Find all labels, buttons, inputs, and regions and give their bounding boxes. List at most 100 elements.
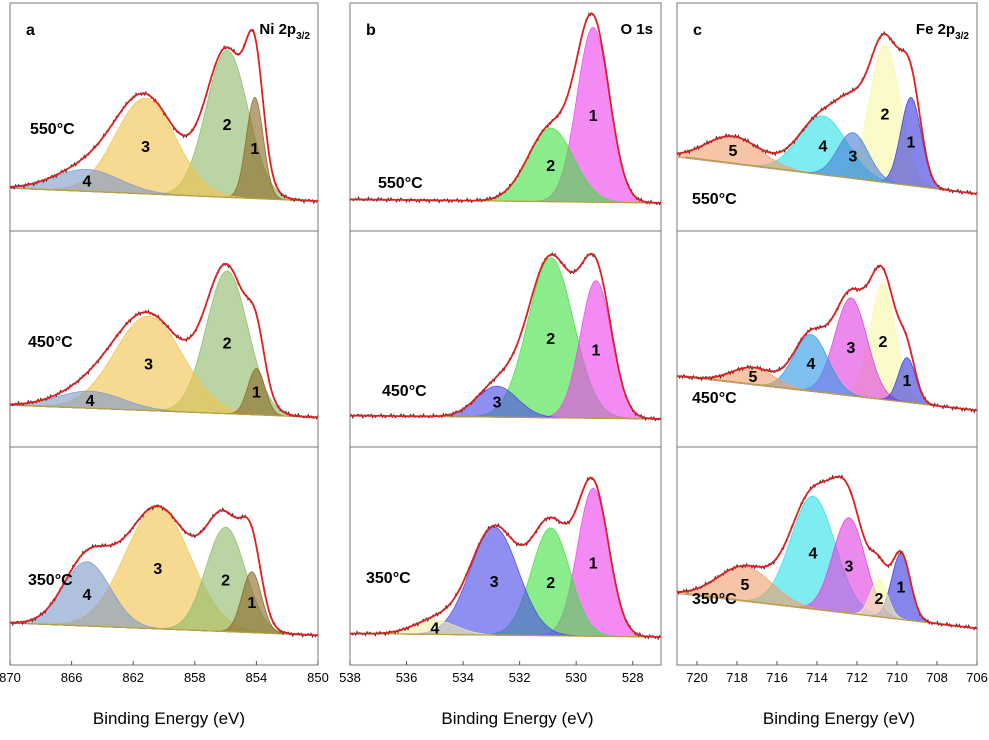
peak-label-4: 4 — [83, 173, 92, 190]
peak-label-5: 5 — [741, 577, 750, 594]
fit-envelope — [350, 252, 662, 420]
fit-envelope — [676, 475, 978, 630]
x-tick-label: 854 — [246, 670, 268, 685]
fit-envelope — [350, 12, 662, 204]
element-label: Ni 2p3/2 — [259, 21, 310, 42]
background-line — [357, 632, 660, 638]
x-tick-label: 528 — [622, 670, 644, 685]
peak-label-3: 3 — [845, 559, 854, 576]
x-tick-label: 718 — [726, 670, 748, 685]
x-tick-label: 720 — [686, 670, 708, 685]
background-line — [17, 404, 317, 418]
panel-letter: c — [693, 22, 702, 39]
axes-frame — [676, 446, 978, 666]
peak-label-1: 1 — [589, 108, 598, 125]
temperature-label: 550°C — [692, 191, 737, 208]
peak-label-2: 2 — [223, 335, 232, 352]
panel-letter: b — [366, 22, 376, 39]
x-tick-label: 536 — [396, 670, 418, 685]
x-tick-label: 710 — [886, 670, 908, 685]
peak-label-1: 1 — [589, 555, 598, 572]
peak-label-5: 5 — [749, 369, 758, 386]
x-tick-label: 532 — [509, 670, 531, 685]
peak-label-1: 1 — [592, 342, 601, 359]
subplot-a-3: 12 3 4 350°C — [9, 446, 319, 666]
peak-label-4: 4 — [430, 621, 439, 638]
peak-label-2: 2 — [546, 575, 555, 592]
x-tick-label: 850 — [307, 670, 329, 685]
peak-label-4: 4 — [83, 587, 92, 604]
element-subscript: 3/2 — [955, 31, 969, 42]
x-tick-label: 534 — [452, 670, 474, 685]
temperature-label: 350°C — [366, 570, 411, 587]
x-axis-title: Binding Energy (eV) — [93, 709, 245, 728]
peak-label-2: 2 — [223, 117, 232, 134]
fit-envelope — [10, 505, 319, 637]
fit-envelope — [9, 29, 318, 202]
panel-letter: a — [26, 22, 35, 39]
peak-label-2: 2 — [881, 107, 890, 124]
temperature-label: 550°C — [30, 121, 75, 138]
peak-label-2: 2 — [879, 334, 888, 351]
temperature-label: 450°C — [382, 383, 427, 400]
element-label: Fe 2p3/2 — [916, 21, 970, 42]
panel-b: 1 2 550°C b O 1s 1 2 3 450°C 1 2 3 4 350°C 538 536 534 53… — [339, 2, 662, 728]
subplot-b-1: 1 2 550°C b O 1s — [349, 2, 662, 232]
peak-label-3: 3 — [847, 340, 856, 357]
peak-label-3: 3 — [490, 574, 499, 591]
element-subscript: 3/2 — [296, 31, 310, 42]
peak-label-1: 1 — [247, 595, 256, 612]
peak-label-3: 3 — [144, 356, 153, 373]
temperature-label: 450°C — [28, 334, 73, 351]
x-tick-label: 862 — [122, 670, 144, 685]
peak-label-2: 2 — [875, 591, 884, 608]
peak-label-4: 4 — [819, 138, 828, 155]
subplot-a-2: 1 2 3 4 450°C — [9, 230, 319, 448]
subplot-c-2: 1 2 3 4 5 450°C — [676, 230, 978, 448]
background-line — [17, 187, 317, 202]
fit-envelope — [676, 264, 978, 412]
peak-label-4: 4 — [86, 393, 95, 410]
axes-frame — [676, 230, 978, 448]
fit-envelope — [350, 476, 661, 638]
temperature-label: 550°C — [378, 175, 423, 192]
x-tick-label: 870 — [0, 670, 21, 685]
element-label: O 1s — [620, 21, 653, 38]
x-tick-label: 716 — [766, 670, 788, 685]
x-tick-label: 714 — [806, 670, 828, 685]
peak-label-1: 1 — [903, 373, 912, 390]
peak-label-4: 4 — [809, 546, 818, 563]
fit-envelope — [9, 262, 319, 419]
background-line — [17, 622, 317, 636]
temperature-label: 450°C — [692, 390, 737, 407]
subplot-c-1: 12 3 4 5 550°C c Fe 2p3/2 — [676, 2, 978, 232]
x-tick-label: 530 — [565, 670, 587, 685]
subplot-b-3: 1 2 3 4 350°C — [349, 446, 662, 666]
peak-label-2: 2 — [221, 572, 230, 589]
subplot-a-1: 1 2 3 4 550°C a Ni 2p3/2 — [9, 2, 319, 232]
x-tick-label: 708 — [926, 670, 948, 685]
x-tick-label: 538 — [339, 670, 361, 685]
fit-envelope — [676, 32, 978, 195]
temperature-label: 350°C — [692, 591, 737, 608]
peak-label-3: 3 — [141, 139, 150, 156]
peak-label-1: 1 — [897, 579, 906, 596]
background-line — [684, 375, 976, 411]
subplot-b-2: 1 2 3 450°C — [349, 230, 662, 448]
peak-label-3: 3 — [849, 149, 858, 166]
peak-label-1: 1 — [907, 135, 916, 152]
peak-label-5: 5 — [729, 143, 738, 160]
axes-frame — [9, 446, 319, 666]
peak-label-3: 3 — [493, 395, 502, 412]
x-tick-label: 712 — [846, 670, 868, 685]
peak-label-3: 3 — [153, 561, 162, 578]
x-tick-label: 858 — [184, 670, 206, 685]
x-tick-label: 706 — [966, 670, 988, 685]
x-tick-label: 866 — [61, 670, 83, 685]
axes-frame — [349, 446, 662, 666]
peak-label-1: 1 — [252, 385, 261, 402]
